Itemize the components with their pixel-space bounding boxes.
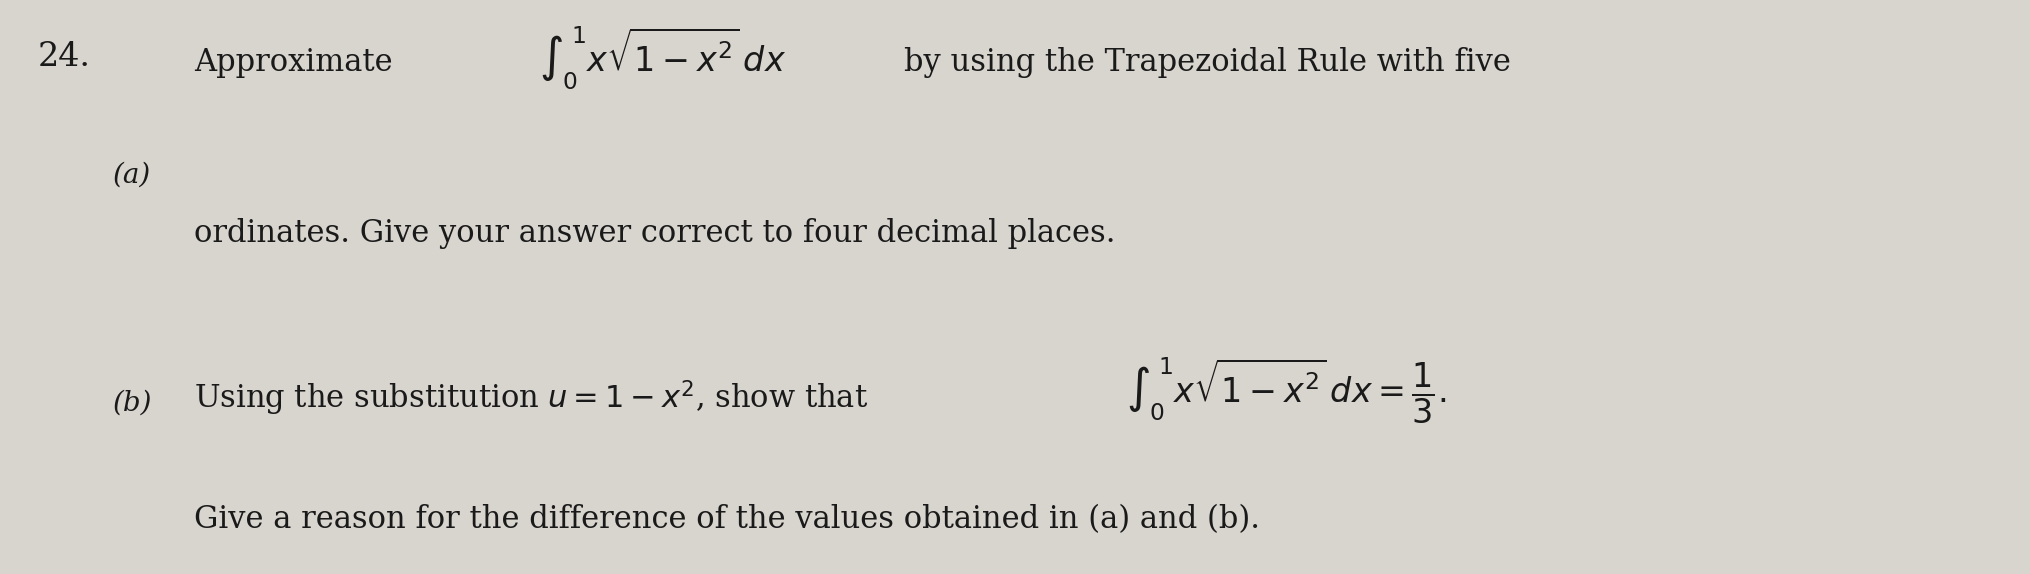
Text: Give a reason for the difference of the values obtained in (a) and (b).: Give a reason for the difference of the …	[195, 504, 1261, 535]
Text: 24.: 24.	[39, 41, 91, 73]
Text: ordinates. Give your answer correct to four decimal places.: ordinates. Give your answer correct to f…	[195, 219, 1114, 250]
Text: Using the substitution $u = 1 - x^2$, show that: Using the substitution $u = 1 - x^2$, sh…	[195, 378, 869, 418]
Text: (a): (a)	[114, 161, 150, 188]
Text: by using the Trapezoidal Rule with five: by using the Trapezoidal Rule with five	[903, 47, 1510, 78]
Text: (b): (b)	[114, 390, 152, 417]
Text: $\int_0^{\,1} x\sqrt{1-x^2}\,dx = \dfrac{1}{3}.$: $\int_0^{\,1} x\sqrt{1-x^2}\,dx = \dfrac…	[1127, 355, 1447, 426]
Text: $\int_0^{\,1} x\sqrt{1-x^2}\,dx$: $\int_0^{\,1} x\sqrt{1-x^2}\,dx$	[538, 24, 786, 92]
Text: Approximate: Approximate	[195, 47, 392, 78]
